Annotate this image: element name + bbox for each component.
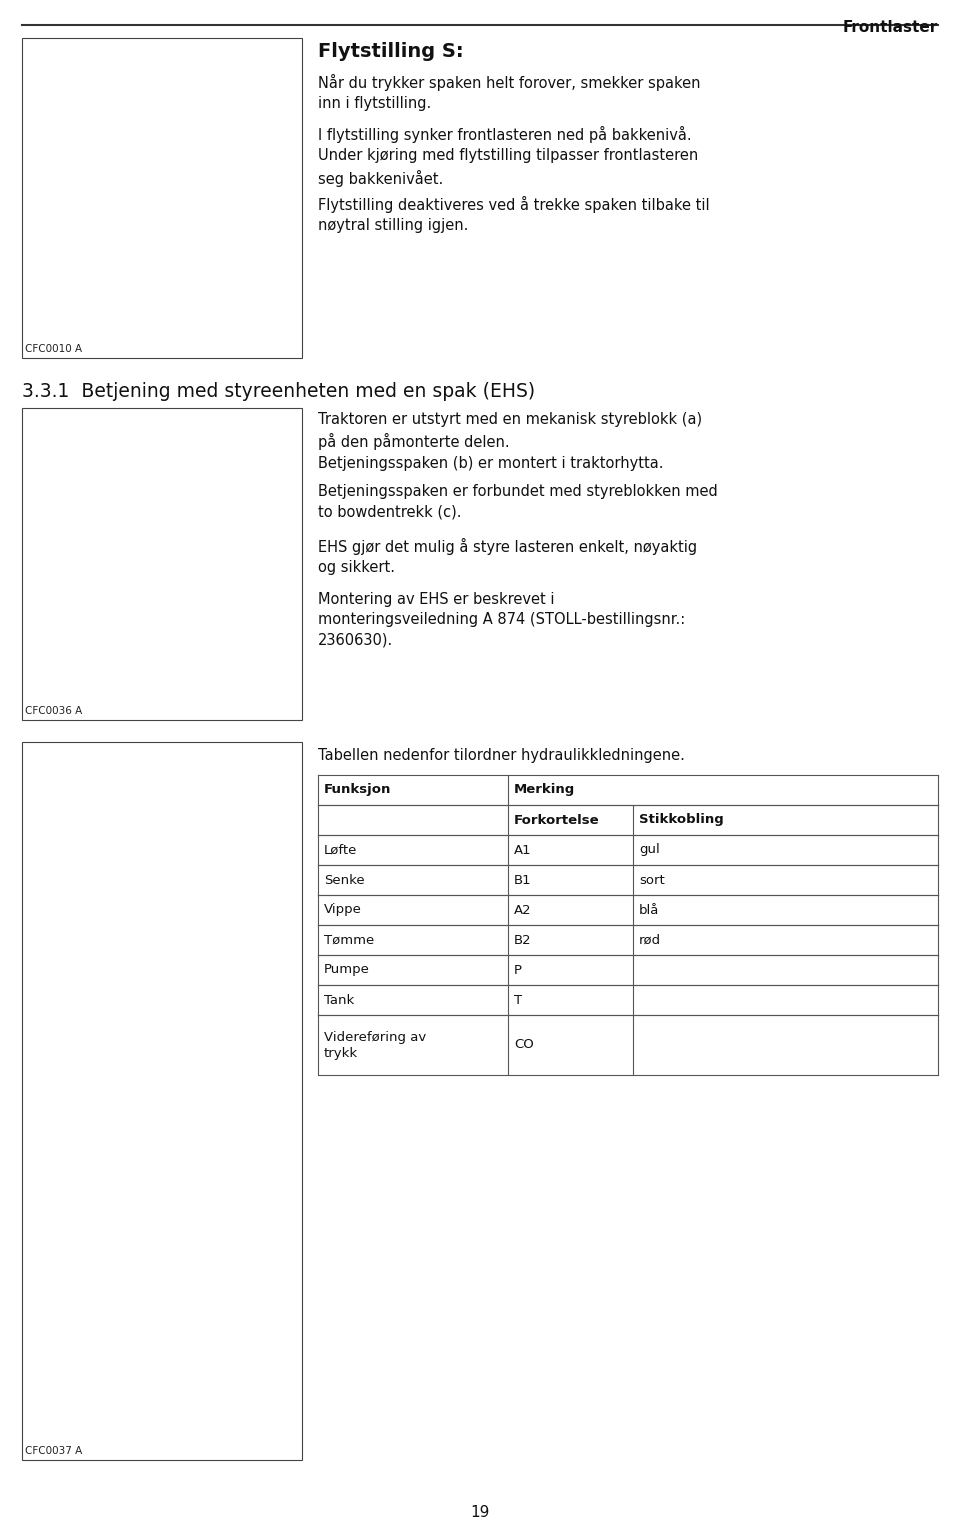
Text: Betjeningsspaken er forbundet med styreblokken med
to bowdentrekk (c).: Betjeningsspaken er forbundet med styreb… xyxy=(318,484,718,519)
Text: Traktoren er utstyrt med en mekanisk styreblokk (a)
på den påmonterte delen.
Bet: Traktoren er utstyrt med en mekanisk sty… xyxy=(318,412,702,470)
Text: Pumpe: Pumpe xyxy=(324,963,370,977)
Text: CO: CO xyxy=(514,1038,534,1052)
Text: Flytstilling S:: Flytstilling S: xyxy=(318,41,464,61)
Text: Stikkobling: Stikkobling xyxy=(639,814,724,826)
Text: B2: B2 xyxy=(514,934,532,946)
Text: Tank: Tank xyxy=(324,994,354,1006)
Text: Når du trykker spaken helt forover, smekker spaken
inn i flytstilling.: Når du trykker spaken helt forover, smek… xyxy=(318,74,701,112)
Text: EHS gjør det mulig å styre lasteren enkelt, nøyaktig
og sikkert.: EHS gjør det mulig å styre lasteren enke… xyxy=(318,538,697,576)
Text: Merking: Merking xyxy=(514,783,575,797)
Text: P: P xyxy=(514,963,522,977)
Text: 3.3.1  Betjening med styreenheten med en spak (EHS): 3.3.1 Betjening med styreenheten med en … xyxy=(22,382,535,401)
Text: sort: sort xyxy=(639,874,664,886)
Bar xyxy=(22,409,302,720)
Text: Montering av EHS er beskrevet i
monteringsveiledning A 874 (STOLL-bestillingsnr.: Montering av EHS er beskrevet i monterin… xyxy=(318,591,685,648)
Text: gul: gul xyxy=(639,843,660,857)
Bar xyxy=(22,742,302,1461)
Text: Tabellen nedenfor tilordner hydraulikkledningene.: Tabellen nedenfor tilordner hydraulikkle… xyxy=(318,748,684,763)
Text: Vippe: Vippe xyxy=(324,903,362,917)
Text: blå: blå xyxy=(639,903,660,917)
Text: CFC0036 A: CFC0036 A xyxy=(25,707,83,716)
Text: Funksjon: Funksjon xyxy=(324,783,392,797)
Text: Tømme: Tømme xyxy=(324,934,374,946)
Text: Løfte: Løfte xyxy=(324,843,357,857)
Text: Forkortelse: Forkortelse xyxy=(514,814,600,826)
Text: A1: A1 xyxy=(514,843,532,857)
Text: 19: 19 xyxy=(470,1505,490,1521)
Text: T: T xyxy=(514,994,522,1006)
Bar xyxy=(22,38,302,358)
Text: CFC0037 A: CFC0037 A xyxy=(25,1445,83,1456)
Text: A2: A2 xyxy=(514,903,532,917)
Text: Frontlaster: Frontlaster xyxy=(843,20,938,35)
Text: Flytstilling deaktiveres ved å trekke spaken tilbake til
nøytral stilling igjen.: Flytstilling deaktiveres ved å trekke sp… xyxy=(318,197,709,233)
Text: Videreføring av
trykk: Videreføring av trykk xyxy=(324,1031,426,1060)
Text: B1: B1 xyxy=(514,874,532,886)
Text: I flytstilling synker frontlasteren ned på bakkenivå.
Under kjøring med flytstil: I flytstilling synker frontlasteren ned … xyxy=(318,126,698,187)
Text: rød: rød xyxy=(639,934,661,946)
Text: Senke: Senke xyxy=(324,874,365,886)
Text: CFC0010 A: CFC0010 A xyxy=(25,344,83,353)
